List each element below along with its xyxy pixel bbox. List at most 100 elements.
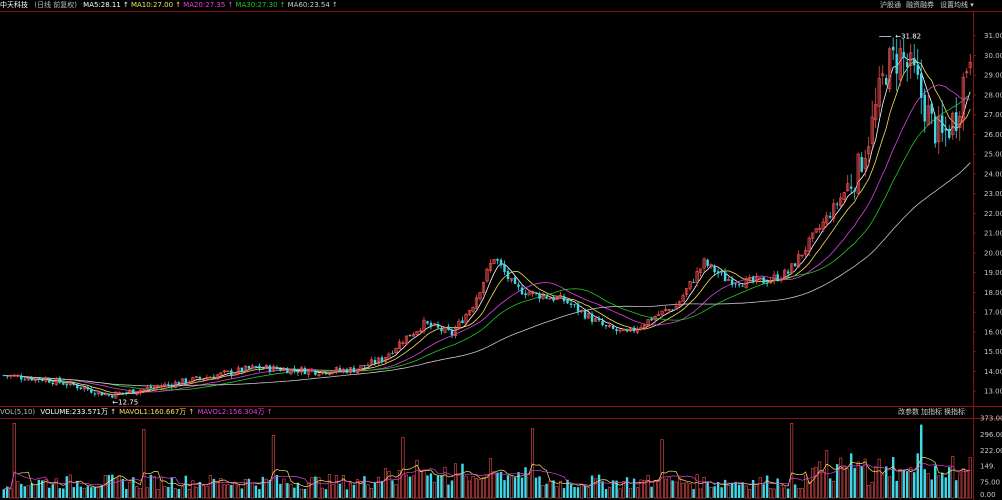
candle	[474, 294, 479, 310]
candle	[884, 74, 888, 86]
candle	[517, 281, 520, 291]
volume-bar	[149, 474, 153, 498]
candle	[142, 388, 146, 394]
candle	[271, 364, 275, 372]
volume-bar	[772, 488, 776, 499]
volume-bar	[948, 467, 951, 498]
tab-hsgt[interactable]: 沪股通	[880, 1, 901, 9]
volume-bar	[863, 458, 867, 499]
volume-bar	[499, 471, 503, 498]
candle	[58, 376, 62, 385]
candle	[159, 383, 163, 389]
candle	[716, 268, 720, 278]
candle	[226, 370, 230, 373]
candle	[450, 327, 454, 339]
price-tick-label: 22.00	[984, 210, 1002, 218]
candle	[818, 223, 822, 234]
volume-bar	[877, 458, 881, 499]
volume-bar	[849, 453, 853, 498]
price-tick-label: 21.00	[984, 230, 1002, 238]
volume-bar	[279, 483, 282, 498]
candle	[800, 254, 804, 259]
candle	[478, 292, 482, 302]
candle	[79, 387, 83, 390]
candle	[674, 302, 678, 310]
candle	[2, 374, 5, 377]
candle	[888, 46, 892, 93]
volume-tick-label: 222.00	[980, 447, 1002, 455]
volume-tick-label: 373.00	[980, 415, 1002, 423]
candle	[243, 365, 247, 373]
candle	[212, 373, 216, 379]
candle	[429, 320, 433, 330]
volume-bar	[450, 480, 454, 498]
candle	[737, 283, 741, 288]
volume-bar	[383, 468, 387, 499]
volume-bar	[258, 489, 261, 498]
candle	[240, 367, 244, 375]
candle	[618, 329, 622, 334]
volume-bar	[874, 466, 878, 499]
candle	[198, 375, 202, 381]
candle	[765, 279, 769, 287]
candle	[720, 268, 723, 276]
candle	[30, 375, 33, 382]
tab-switch-indicator[interactable]: 换指标	[944, 408, 965, 416]
volume-bar	[968, 457, 972, 499]
candle	[692, 278, 695, 284]
candle	[926, 93, 930, 126]
candle	[853, 187, 856, 200]
volume-bar	[142, 429, 146, 499]
volume-bar	[198, 481, 202, 498]
tab-add-indicator[interactable]: 加指标	[921, 408, 942, 416]
candle	[331, 370, 335, 375]
volume-bar	[48, 487, 51, 498]
volume-bar	[331, 484, 335, 499]
candle	[467, 309, 472, 316]
candle	[941, 100, 944, 142]
candle	[411, 331, 416, 337]
volume-bar	[594, 478, 598, 499]
ma20-line	[3, 84, 971, 393]
price-tick-label: 20.00	[984, 249, 1002, 257]
volume-bar	[825, 450, 829, 499]
volume-bar	[167, 486, 170, 498]
volume-bar	[895, 480, 898, 498]
volume-bar	[415, 459, 419, 499]
candle	[152, 384, 156, 391]
volume-bar	[82, 488, 86, 499]
candle	[586, 312, 591, 319]
candle	[348, 366, 353, 375]
candle	[6, 375, 9, 379]
volume-bar	[205, 486, 209, 499]
candle	[723, 268, 727, 282]
candle	[538, 291, 541, 303]
volume-bar	[422, 469, 426, 499]
tab-edit-params[interactable]: 改参数	[898, 408, 919, 416]
volume-bar	[496, 472, 499, 498]
tab-margin[interactable]: 融资融券	[906, 1, 934, 9]
volume-bar	[632, 478, 636, 498]
volume-bar	[436, 475, 440, 498]
candle	[345, 367, 349, 374]
candle	[341, 367, 346, 374]
volume-bar	[902, 469, 905, 498]
volume-bar	[716, 482, 720, 498]
candle	[100, 391, 104, 396]
volume-bar	[373, 482, 377, 498]
volume-ma10-line	[3, 463, 971, 490]
volume-bar	[156, 489, 160, 499]
candle	[965, 68, 969, 78]
tab-ma-settings[interactable]: 设置均线 ▾	[940, 1, 974, 9]
candle	[114, 391, 118, 399]
volume-bar	[625, 477, 629, 498]
volume-bar	[387, 471, 391, 499]
candle	[327, 373, 331, 376]
price-tick-label: 18.00	[984, 289, 1002, 297]
candle	[397, 338, 402, 350]
candle	[856, 152, 860, 196]
candle	[93, 391, 97, 397]
volume-bar	[870, 482, 874, 499]
volume-bar	[44, 479, 48, 499]
